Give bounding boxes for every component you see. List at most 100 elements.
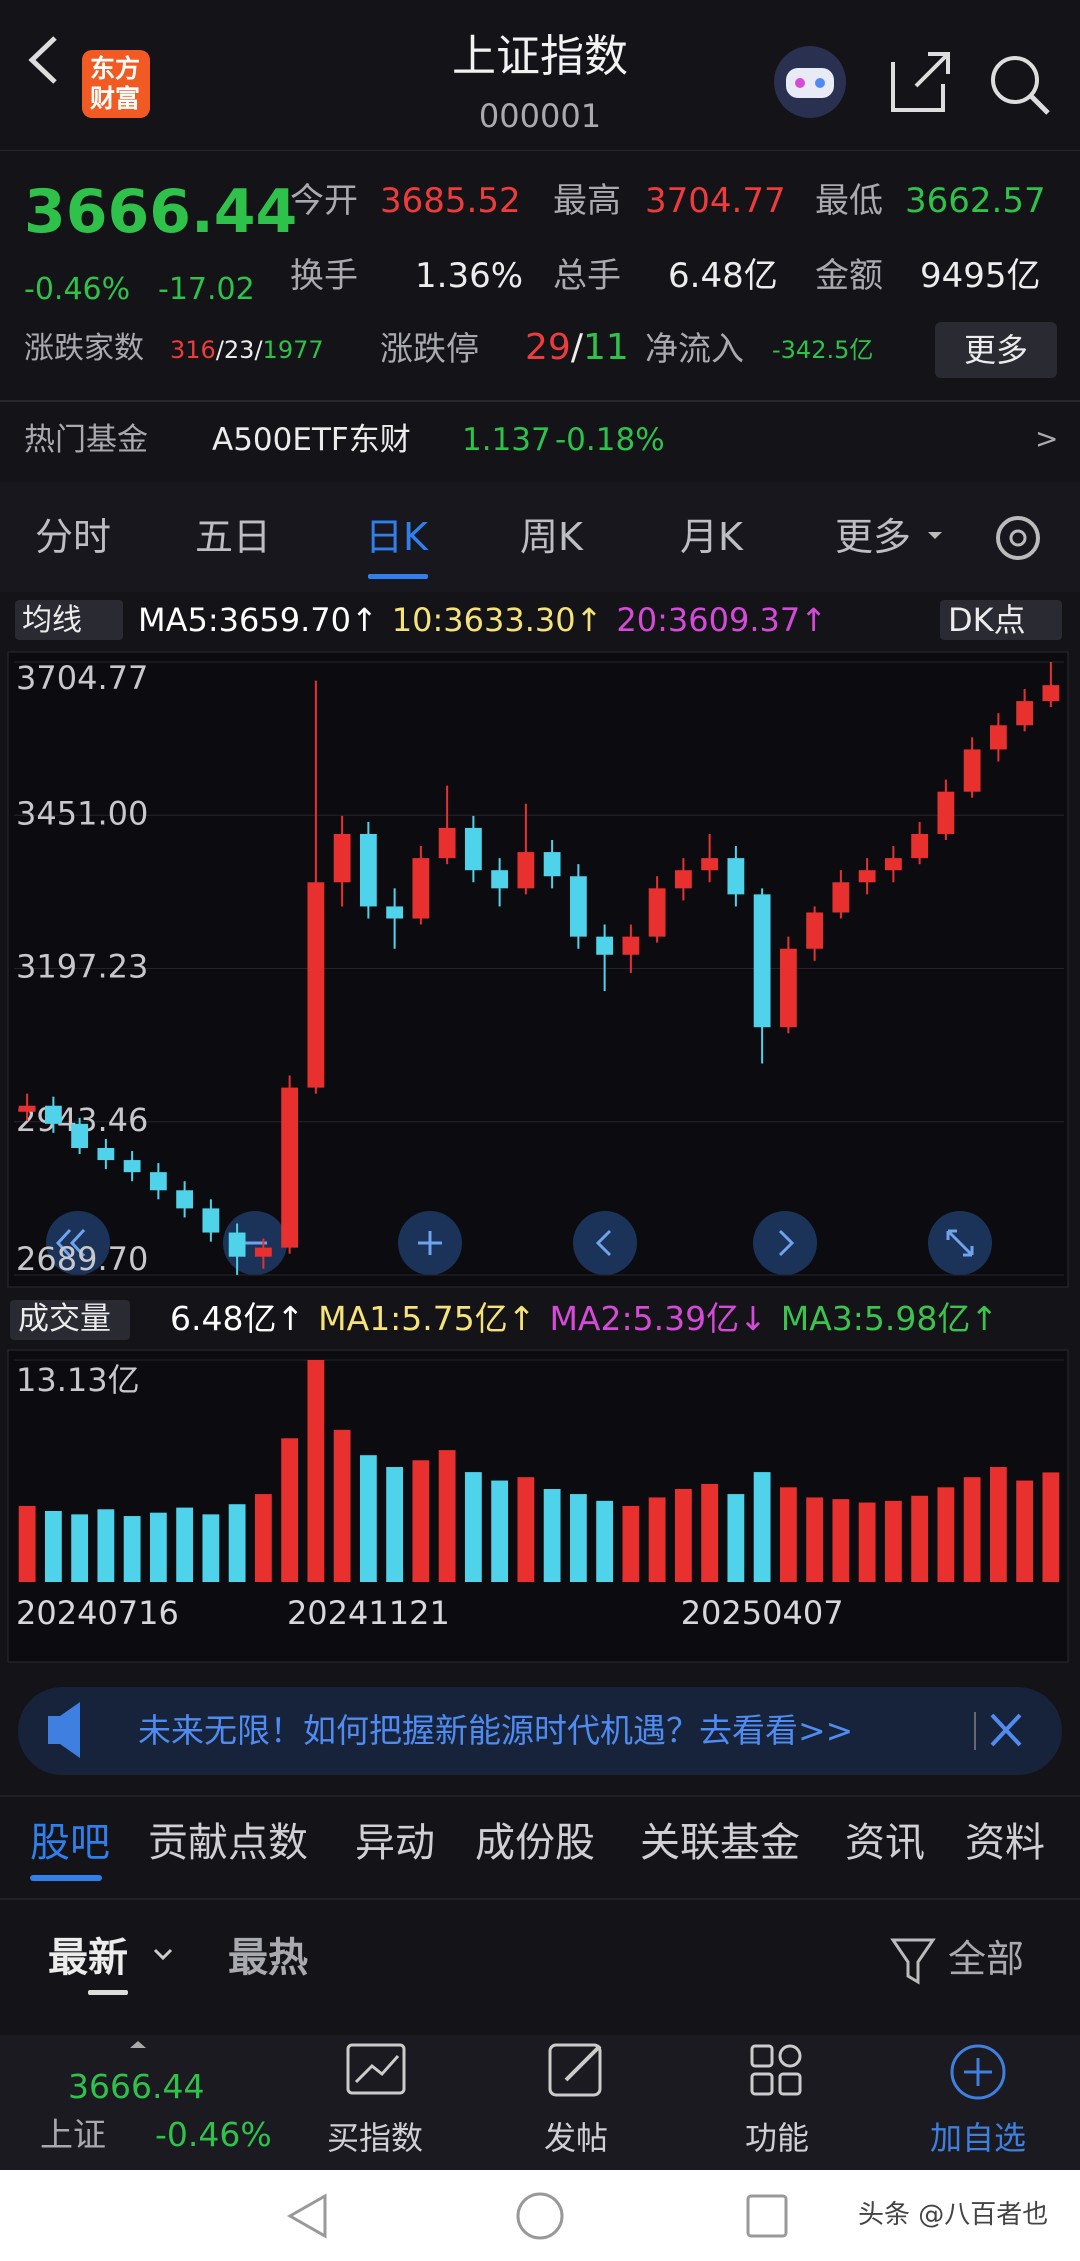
period-tab[interactable]: 日K xyxy=(365,515,428,559)
banner-text[interactable]: 未来无限！如何把握新能源时代机遇？去看看>> xyxy=(138,1711,854,1750)
bottom-item[interactable]: 发帖 xyxy=(543,2119,608,2157)
candle-body xyxy=(648,888,666,937)
change: -17.02 xyxy=(158,272,255,307)
period-tab[interactable]: 更多 xyxy=(835,515,912,559)
limit: 29/11 xyxy=(525,330,629,366)
vol-label[interactable]: 成交量 xyxy=(18,1301,111,1337)
banner[interactable] xyxy=(18,1687,1062,1775)
arrow[interactable]: > xyxy=(1035,422,1059,455)
expand-arrow[interactable] xyxy=(130,2041,146,2048)
settings-icon[interactable] xyxy=(996,516,1040,560)
volume-bar xyxy=(517,1477,535,1582)
candle-body xyxy=(569,876,587,937)
filter-icon[interactable] xyxy=(890,1938,936,1985)
volume-bar xyxy=(1016,1480,1034,1582)
period-tab[interactable]: 月K xyxy=(680,515,743,559)
filter[interactable]: 全部 xyxy=(948,1937,1025,1981)
flat-count: 23 xyxy=(223,336,255,364)
sep: / xyxy=(570,327,583,368)
candle-body xyxy=(359,833,377,907)
label: 换手 xyxy=(290,256,358,296)
volume-selector[interactable] xyxy=(10,1300,130,1340)
section-tab[interactable]: 关联基金 xyxy=(640,1820,800,1866)
banner-close[interactable] xyxy=(990,1713,1022,1747)
volume-bar xyxy=(307,1360,325,1582)
bottom-change: -0.46% xyxy=(155,2115,272,2154)
down-count: 1977 xyxy=(262,336,324,364)
tab-underline xyxy=(368,574,428,579)
index-icon[interactable] xyxy=(346,2043,406,2095)
robot-face xyxy=(786,68,834,98)
sort-tab[interactable]: 最热 xyxy=(228,1935,308,1981)
candle-body xyxy=(44,1105,62,1124)
volume-bar xyxy=(359,1455,377,1582)
volume-bar xyxy=(123,1516,141,1582)
dk-label[interactable]: DK点 xyxy=(948,601,1026,639)
candle-body xyxy=(228,1232,246,1257)
nav-back[interactable] xyxy=(286,2193,327,2239)
bottom-item[interactable]: 功能 xyxy=(744,2119,809,2157)
ma-value: 20:3609.37↑ xyxy=(616,601,828,639)
nav-home[interactable] xyxy=(516,2192,564,2240)
fund-name[interactable]: A500ETF东财 xyxy=(212,422,411,458)
label: 最低 xyxy=(815,181,883,221)
more-button[interactable]: 更多 xyxy=(935,322,1057,378)
candle-body xyxy=(701,858,719,871)
chart-button[interactable] xyxy=(46,1211,110,1275)
period-tab[interactable]: 分时 xyxy=(35,515,112,559)
volume-bar xyxy=(858,1502,876,1582)
divider xyxy=(0,400,1080,402)
volume-bar xyxy=(806,1497,824,1582)
section-tab[interactable]: 股吧 xyxy=(30,1820,110,1866)
bottom-item[interactable]: 加自选 xyxy=(929,2119,1026,2157)
candle-body xyxy=(543,852,561,877)
change-pct: -0.46% xyxy=(24,272,131,307)
add-icon[interactable] xyxy=(950,2044,1006,2100)
volume-bar xyxy=(569,1494,587,1582)
y-tick-label: 3197.23 xyxy=(16,948,148,986)
period-tab[interactable]: 五日 xyxy=(195,515,272,559)
section-tab[interactable]: 成份股 xyxy=(475,1820,595,1866)
ma-label[interactable]: 均线 xyxy=(22,603,82,638)
volume-bar xyxy=(727,1494,745,1582)
volume-bar xyxy=(491,1480,509,1582)
logo[interactable] xyxy=(82,50,150,118)
volume-bar xyxy=(44,1510,62,1582)
bottom-item[interactable]: 买指数 xyxy=(326,2119,423,2157)
volume-bar xyxy=(1042,1472,1060,1582)
volume-bar xyxy=(97,1509,115,1582)
volume-bar xyxy=(937,1487,955,1582)
sort-tab[interactable]: 最新 xyxy=(48,1935,128,1981)
ma-legend: MA5:3659.70↑ 10:3633.30↑ 20:3609.37↑ xyxy=(138,604,841,636)
section-tab[interactable]: 异动 xyxy=(355,1820,435,1866)
dk-button[interactable] xyxy=(940,600,1062,640)
divider xyxy=(0,1898,1080,1900)
volume-bar xyxy=(202,1514,220,1582)
robot-eye xyxy=(815,78,825,88)
back-icon[interactable] xyxy=(28,36,57,84)
label: 今开 xyxy=(290,181,358,221)
value: 1.36% xyxy=(415,256,524,296)
share-icon[interactable] xyxy=(891,52,950,112)
volume-bar xyxy=(622,1505,640,1582)
x-tick-label: 20240716 xyxy=(16,1594,179,1632)
section-tab[interactable]: 资料 xyxy=(965,1820,1045,1866)
volume-bar xyxy=(412,1460,430,1582)
section-tab[interactable]: 贡献点数 xyxy=(148,1820,308,1866)
watermark: 头条 @八百者也 xyxy=(858,2200,1049,2230)
func-icon[interactable] xyxy=(750,2044,802,2096)
nav-recent[interactable] xyxy=(746,2194,788,2238)
volume-bar xyxy=(281,1438,299,1582)
candle-body xyxy=(149,1172,167,1191)
post-icon[interactable] xyxy=(548,2043,602,2097)
search-icon[interactable] xyxy=(991,56,1039,104)
section-tab[interactable]: 资讯 xyxy=(845,1820,925,1866)
fund-change: -0.18% xyxy=(555,422,665,458)
chart-button[interactable] xyxy=(753,1211,817,1275)
ma-selector[interactable] xyxy=(15,600,123,640)
bottom-name: 上证 xyxy=(40,2115,106,2154)
y-tick-label: 2689.70 xyxy=(16,1240,148,1278)
period-tab[interactable]: 周K xyxy=(520,515,583,559)
chart-button[interactable] xyxy=(573,1211,637,1275)
